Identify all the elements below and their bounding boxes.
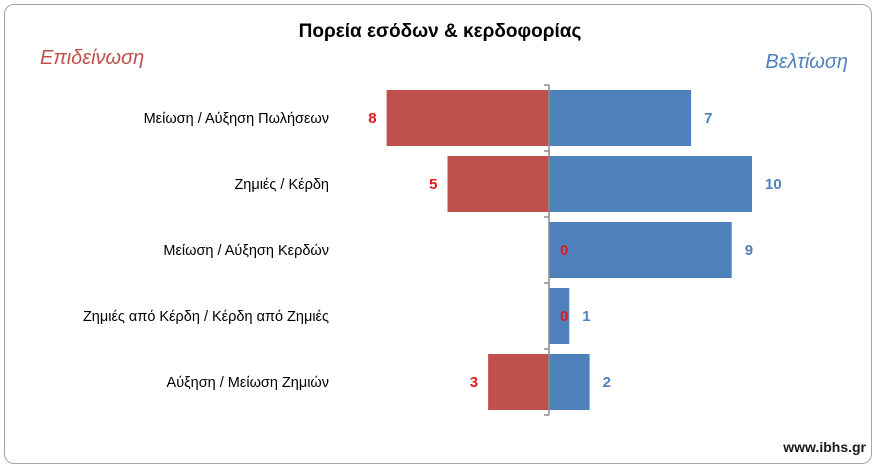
category-label-0: Μείωση / Αύξηση Πωλήσεων	[144, 111, 329, 127]
watermark: www.ibhs.gr	[782, 439, 866, 455]
value-label-right-2: 9	[745, 242, 753, 259]
category-label-3: Ζημιές από Κέρδη / Κέρδη από Ζημιές	[83, 309, 329, 325]
value-label-left-2: 0	[560, 242, 568, 259]
category-label-4: Αύξηση / Μείωση Ζημιών	[167, 375, 329, 391]
category-label-2: Μείωση / Αύξηση Κερδών	[163, 243, 329, 259]
bar-left-1	[447, 156, 549, 212]
chart-title: Πορεία εσόδων & κερδοφορίας	[299, 21, 582, 42]
value-label-right-4: 2	[603, 374, 611, 391]
labels-group: Μείωση / Αύξηση Πωλήσεων 8 7 Ζημιές / Κέρδη…	[83, 110, 782, 391]
left-side-label: Επιδείνωση	[40, 47, 144, 69]
value-label-right-0: 7	[704, 110, 712, 127]
bar-right-0	[549, 90, 692, 146]
category-label-1: Ζημιές / Κέρδη	[234, 177, 329, 193]
bar-right-3	[549, 288, 570, 344]
center-axis	[544, 84, 550, 416]
value-label-left-4: 3	[470, 374, 478, 391]
bars-group	[386, 90, 752, 410]
bar-left-4	[488, 354, 549, 410]
bar-right-2	[549, 222, 732, 278]
bar-right-1	[549, 156, 752, 212]
value-label-left-3: 0	[560, 308, 568, 325]
value-label-left-0: 8	[368, 110, 376, 127]
value-label-right-3: 1	[582, 308, 590, 325]
right-side-label: Βελτίωση	[765, 51, 848, 73]
bar-left-0	[386, 90, 549, 146]
value-label-right-1: 10	[765, 176, 782, 193]
bar-right-4	[549, 354, 590, 410]
value-label-left-1: 5	[429, 176, 437, 193]
